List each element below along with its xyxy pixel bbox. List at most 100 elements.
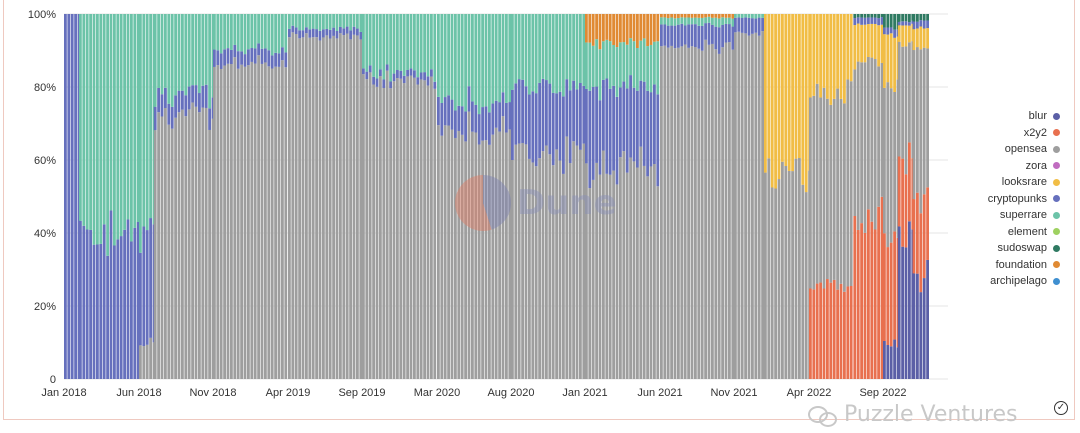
bar-looksrare xyxy=(777,14,781,180)
bar-cryptopunks xyxy=(751,18,754,34)
bar-superrare xyxy=(481,14,484,108)
bar-cryptopunks xyxy=(660,24,663,47)
x-tick-label: Mar 2020 xyxy=(414,387,460,399)
bar-superrare xyxy=(126,14,130,220)
bar-cryptopunks xyxy=(277,53,281,67)
bar-looksrare xyxy=(836,14,839,89)
bar-opensea xyxy=(757,35,761,379)
bar-superrare xyxy=(253,14,257,49)
bar-superrare xyxy=(562,14,565,97)
bar-cryptopunks xyxy=(605,78,609,174)
bar-looksrare xyxy=(829,14,833,105)
bar-blur xyxy=(886,345,890,379)
bar-opensea xyxy=(164,108,167,379)
bar-opensea xyxy=(853,69,857,216)
bar-superrare xyxy=(270,14,274,56)
legend-item-looksrare[interactable]: looksrare xyxy=(968,174,1060,191)
bar-foundation xyxy=(636,14,639,49)
bar-opensea xyxy=(801,184,805,379)
bar-blur xyxy=(922,278,926,379)
bar-looksrare xyxy=(870,23,874,58)
bar-superrare xyxy=(555,14,558,94)
bar-foundation xyxy=(612,14,615,45)
bar-opensea xyxy=(419,79,423,380)
bar-sudoswap xyxy=(897,14,901,22)
bar-opensea xyxy=(318,40,322,380)
bar-opensea xyxy=(233,57,237,379)
bar-opensea xyxy=(744,33,747,379)
bar-opensea xyxy=(690,46,694,379)
bar-superrare xyxy=(426,14,430,77)
bar-foundation xyxy=(625,14,629,45)
bar-x2y2 xyxy=(870,221,874,379)
legend-item-superrare[interactable]: superrare xyxy=(968,207,1060,224)
bar-x2y2 xyxy=(863,232,867,379)
bar-superrare xyxy=(568,14,572,91)
legend-item-zora[interactable]: zora xyxy=(968,158,1060,175)
bar-cryptopunks xyxy=(352,26,356,35)
bar-opensea xyxy=(591,179,595,379)
bar-superrare xyxy=(423,14,426,73)
legend-item-foundation[interactable]: foundation xyxy=(968,257,1060,274)
bar-cryptopunks xyxy=(717,27,721,54)
bar-cryptopunks xyxy=(328,29,332,39)
bar-foundation xyxy=(608,14,612,42)
bar-opensea xyxy=(457,130,461,379)
bar-opensea xyxy=(187,109,191,380)
bar-opensea xyxy=(332,35,335,380)
bar-cryptopunks xyxy=(236,51,240,69)
bar-superrare xyxy=(484,14,488,107)
bar-opensea xyxy=(731,49,735,379)
bar-cryptopunks xyxy=(368,65,372,73)
legend-item-x2y2[interactable]: x2y2 xyxy=(968,125,1060,142)
bar-cryptopunks xyxy=(89,229,92,379)
bar-x2y2 xyxy=(836,289,839,379)
bar-x2y2 xyxy=(922,194,926,279)
bar-cryptopunks xyxy=(82,225,86,379)
legend-item-opensea[interactable]: opensea xyxy=(968,141,1060,158)
bar-opensea xyxy=(305,33,308,379)
bar-opensea xyxy=(761,31,764,380)
check-circle-icon[interactable]: ✓ xyxy=(1054,401,1068,415)
bar-opensea xyxy=(534,166,538,379)
bar-cryptopunks xyxy=(922,20,926,29)
bar-opensea xyxy=(912,50,916,200)
bar-foundation xyxy=(666,14,670,19)
bar-cryptopunks xyxy=(488,112,491,145)
bar-x2y2 xyxy=(853,215,857,379)
bar-opensea xyxy=(794,158,798,379)
bar-opensea xyxy=(223,65,226,379)
bar-opensea xyxy=(177,112,181,380)
bar-opensea xyxy=(362,74,365,380)
legend-item-blur[interactable]: blur xyxy=(968,108,1060,125)
bar-superrare xyxy=(402,14,406,76)
bar-looksrare xyxy=(826,14,829,99)
legend-item-sudoswap[interactable]: sudoswap xyxy=(968,240,1060,257)
bar-superrare xyxy=(528,14,531,95)
bar-cryptopunks xyxy=(79,220,82,379)
bar-x2y2 xyxy=(904,174,908,248)
bar-opensea xyxy=(897,41,901,157)
bar-cryptopunks xyxy=(919,20,923,27)
bar-cryptopunks xyxy=(133,227,137,379)
legend-item-element[interactable]: element xyxy=(968,224,1060,241)
bar-cryptopunks xyxy=(250,48,254,62)
bar-superrare xyxy=(409,14,413,69)
bar-opensea xyxy=(683,44,687,379)
bar-opensea xyxy=(294,33,298,379)
bar-superrare xyxy=(477,14,481,115)
bar-opensea xyxy=(194,106,198,379)
bar-superrare xyxy=(517,14,521,80)
chart-frame xyxy=(3,0,1075,420)
bar-opensea xyxy=(922,47,926,195)
bar-opensea xyxy=(284,67,288,380)
legend-item-cryptopunks[interactable]: cryptopunks xyxy=(968,191,1060,208)
bar-opensea xyxy=(308,37,312,379)
bar-cryptopunks xyxy=(464,111,467,142)
bar-opensea xyxy=(236,68,240,379)
legend-item-archipelago[interactable]: archipelago xyxy=(968,273,1060,290)
bar-opensea xyxy=(751,33,754,379)
bar-superrare xyxy=(142,14,146,227)
bar-sudoswap xyxy=(904,14,908,22)
bar-opensea xyxy=(565,136,569,379)
